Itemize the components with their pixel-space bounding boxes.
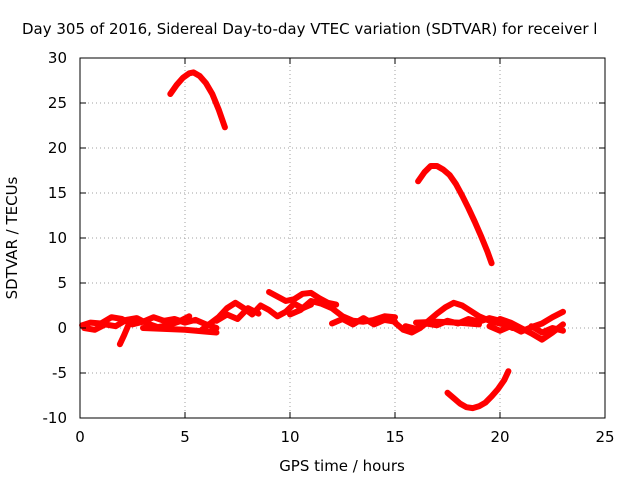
- y-tick-label: 10: [48, 229, 67, 247]
- series-line-14: [413, 318, 482, 328]
- series-line-8: [213, 305, 262, 324]
- x-tick-label: 15: [385, 428, 404, 446]
- y-tick-label: 15: [48, 184, 67, 202]
- x-axis-label: GPS time / hours: [279, 457, 405, 475]
- x-tick-label: 5: [180, 428, 190, 446]
- chart-title: Day 305 of 2016, Sidereal Day-to-day VTE…: [22, 20, 597, 38]
- axis-ticks: [79, 57, 606, 419]
- series-line-9: [266, 289, 340, 308]
- series-line-1: [415, 163, 495, 267]
- x-tick-label: 20: [490, 428, 509, 446]
- x-tick-label: 10: [280, 428, 299, 446]
- series-line-17: [528, 323, 566, 336]
- series-line-16: [497, 316, 566, 343]
- y-tick-label: 30: [48, 49, 67, 67]
- y-axis-label: SDTVAR / TECUs: [3, 176, 21, 299]
- x-tick-label: 0: [75, 428, 85, 446]
- y-tick-label: 25: [48, 94, 67, 112]
- y-tick-label: -5: [52, 364, 67, 382]
- x-tick-label: 25: [595, 428, 614, 446]
- y-tick-label: 0: [57, 319, 67, 337]
- grid-lines: [80, 58, 605, 418]
- y-tick-label: 5: [57, 274, 67, 292]
- series-line-0: [167, 69, 228, 131]
- series-line-11: [329, 315, 398, 328]
- series-line-5: [116, 322, 132, 348]
- series-line-2: [444, 368, 512, 412]
- x-tick-labels: 0 5 10 15 20 25: [75, 428, 614, 446]
- y-tick-label: -10: [43, 409, 68, 427]
- y-tick-label: 20: [48, 139, 67, 157]
- series-line-6: [140, 325, 220, 336]
- data-traces: [79, 69, 566, 412]
- plot-frame: [79, 57, 606, 419]
- y-tick-labels: -10 -5 0 5 10 15 20 25 30: [43, 49, 68, 427]
- series-line-4: [81, 313, 193, 333]
